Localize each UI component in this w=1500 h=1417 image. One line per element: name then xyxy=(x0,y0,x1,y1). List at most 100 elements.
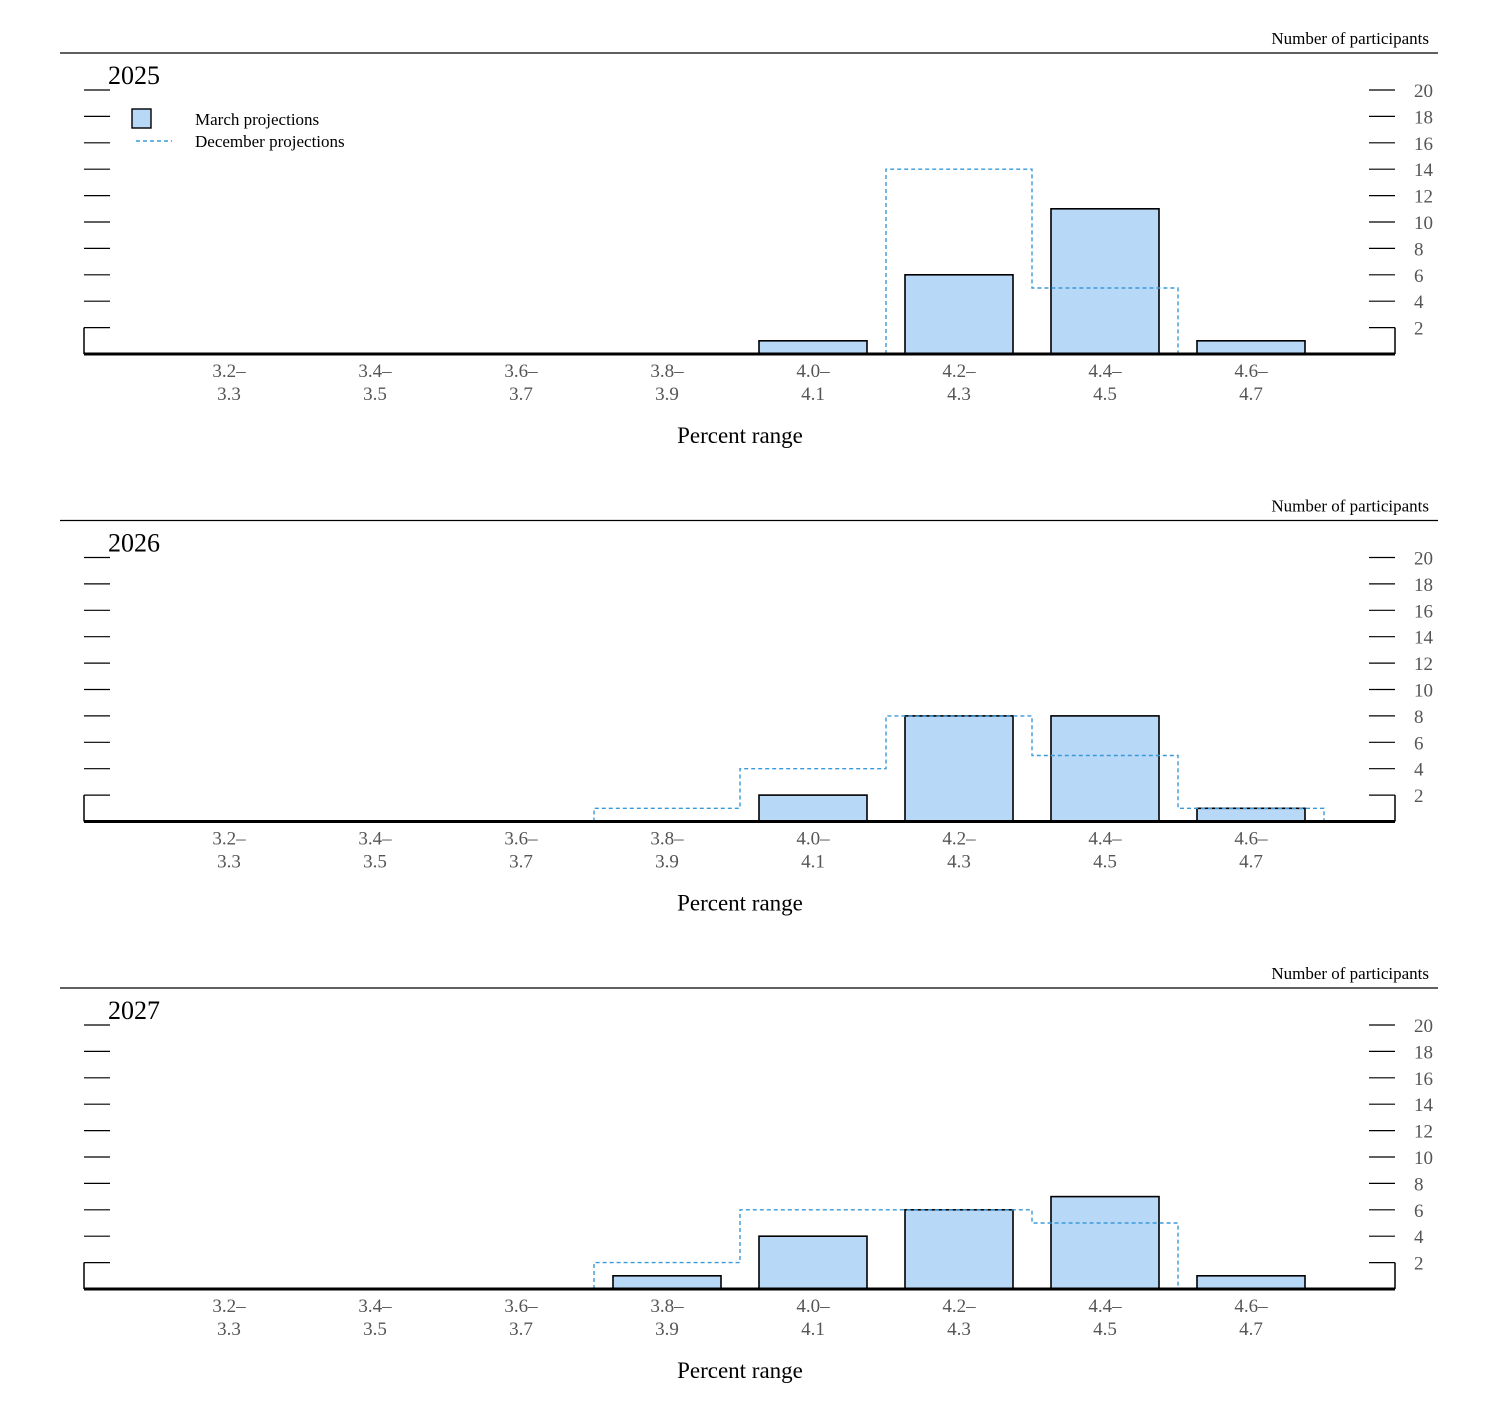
chart-panel-2025: Number of participants 2025 2 4 6 8 10 12 14 16 18… xyxy=(60,29,1438,448)
x-tick-label-top: 3.2– xyxy=(212,1296,246,1317)
y-tick-label: 8 xyxy=(1414,707,1424,728)
x-tick-label-bottom: 3.5 xyxy=(363,1319,387,1340)
x-tick-label-top: 3.6– xyxy=(504,1296,538,1317)
x-tick-label-top: 3.4– xyxy=(358,1296,392,1317)
legend-march-label: March projections xyxy=(195,110,319,129)
x-tick-label-bottom: 4.3 xyxy=(947,852,971,873)
march-bar-6 xyxy=(1050,715,1160,823)
panel-title: 2025 xyxy=(108,61,160,90)
y-tick-label: 2 xyxy=(1414,319,1424,340)
march-bar-6 xyxy=(1050,1195,1160,1290)
x-tick-label-bottom: 4.1 xyxy=(801,1319,825,1340)
x-tick-label-top: 4.6– xyxy=(1234,361,1268,382)
y-tick-label: 14 xyxy=(1414,160,1434,181)
y-axis-title: Number of participants xyxy=(1271,497,1429,516)
x-tick-label-bottom: 3.7 xyxy=(509,852,533,873)
x-tick-label-bottom: 3.3 xyxy=(217,852,241,873)
y-tick-label: 10 xyxy=(1414,1148,1433,1169)
x-tick-label-bottom: 4.3 xyxy=(947,1319,971,1340)
y-tick-label: 10 xyxy=(1414,213,1433,234)
march-bar-5 xyxy=(904,715,1014,823)
march-bar-4 xyxy=(758,339,868,355)
y-axis-title: Number of participants xyxy=(1271,964,1429,983)
x-tick-label-bottom: 3.3 xyxy=(217,1319,241,1340)
y-tick-label: 12 xyxy=(1414,187,1433,208)
y-tick-label: 6 xyxy=(1414,266,1424,287)
x-tick-label-top: 4.0– xyxy=(796,1296,830,1317)
y-tick-label: 4 xyxy=(1414,1227,1424,1248)
x-tick-label-top: 3.4– xyxy=(358,361,392,382)
y-tick-label: 12 xyxy=(1414,654,1433,675)
x-tick-label-bottom: 4.7 xyxy=(1239,384,1263,405)
x-tick-label-top: 4.4– xyxy=(1088,829,1122,850)
y-tick-label: 2 xyxy=(1414,1254,1424,1275)
x-axis-title: Percent range xyxy=(677,1358,803,1383)
y-tick-label: 8 xyxy=(1414,1174,1424,1195)
x-tick-label-top: 4.6– xyxy=(1234,829,1268,850)
x-tick-label-bottom: 3.9 xyxy=(655,1319,679,1340)
chart-panel-2027: Number of participants 2027 2 4 6 8 10 12 14 16 18… xyxy=(60,964,1438,1383)
x-tick-label-top: 3.6– xyxy=(504,829,538,850)
x-tick-label-bottom: 3.5 xyxy=(363,852,387,873)
x-tick-label-bottom: 3.9 xyxy=(655,852,679,873)
x-tick-label-top: 4.2– xyxy=(942,829,976,850)
x-tick-label-bottom: 4.5 xyxy=(1093,1319,1117,1340)
x-tick-label-bottom: 4.5 xyxy=(1093,852,1117,873)
y-tick-label: 6 xyxy=(1414,733,1424,754)
y-tick-label: 18 xyxy=(1414,1042,1433,1063)
y-tick-label: 4 xyxy=(1414,760,1424,781)
x-tick-label-bottom: 4.1 xyxy=(801,384,825,405)
x-tick-label-top: 3.2– xyxy=(212,829,246,850)
y-tick-label: 4 xyxy=(1414,292,1424,313)
y-tick-label: 16 xyxy=(1414,601,1433,622)
december-outline xyxy=(885,168,1179,354)
y-tick-label: 2 xyxy=(1414,786,1424,807)
y-tick-label: 14 xyxy=(1414,628,1434,649)
y-tick-label: 8 xyxy=(1414,239,1424,260)
y-axis-title: Number of participants xyxy=(1271,29,1429,48)
x-tick-label-top: 3.2– xyxy=(212,361,246,382)
x-tick-label-top: 4.2– xyxy=(942,1296,976,1317)
x-tick-label-top: 3.8– xyxy=(650,829,684,850)
december-outline xyxy=(593,715,1325,822)
march-bar-3 xyxy=(612,1275,722,1290)
y-tick-label: 20 xyxy=(1414,1016,1433,1037)
y-tick-label: 16 xyxy=(1414,134,1433,155)
x-tick-label-top: 4.4– xyxy=(1088,1296,1122,1317)
x-axis-title: Percent range xyxy=(677,423,803,448)
march-bar-4 xyxy=(758,1235,868,1290)
x-tick-label-bottom: 4.7 xyxy=(1239,852,1263,873)
x-tick-label-top: 3.4– xyxy=(358,829,392,850)
x-tick-label-bottom: 3.3 xyxy=(217,384,241,405)
x-tick-label-top: 4.6– xyxy=(1234,1296,1268,1317)
march-bar-5 xyxy=(904,273,1014,355)
panel-title: 2026 xyxy=(108,529,160,558)
y-tick-label: 18 xyxy=(1414,107,1433,128)
x-tick-label-top: 3.8– xyxy=(650,1296,684,1317)
x-tick-label-bottom: 3.7 xyxy=(509,384,533,405)
x-tick-label-top: 4.0– xyxy=(796,829,830,850)
y-tick-label: 10 xyxy=(1414,681,1433,702)
x-tick-label-top: 3.8– xyxy=(650,361,684,382)
x-tick-label-bottom: 4.3 xyxy=(947,384,971,405)
y-tick-label: 20 xyxy=(1414,549,1433,570)
x-tick-label-top: 3.6– xyxy=(504,361,538,382)
x-axis-title: Percent range xyxy=(677,891,803,916)
y-tick-label: 6 xyxy=(1414,1201,1424,1222)
x-tick-label-bottom: 3.9 xyxy=(655,384,679,405)
y-tick-label: 14 xyxy=(1414,1095,1434,1116)
december-outline xyxy=(593,1209,1179,1289)
march-bar-5 xyxy=(904,1209,1014,1290)
legend: March projections December projections xyxy=(131,108,345,151)
x-tick-label-bottom: 4.7 xyxy=(1239,1319,1263,1340)
legend-december-label: December projections xyxy=(195,132,345,151)
x-tick-label-bottom: 3.7 xyxy=(509,1319,533,1340)
y-tick-label: 12 xyxy=(1414,1122,1433,1143)
chart-panel-2026: Number of participants 2026 2 4 6 8 10 12 14 16 18… xyxy=(60,497,1438,916)
march-bar-4 xyxy=(758,794,868,823)
march-bar-7 xyxy=(1196,1275,1306,1290)
x-tick-label-top: 4.4– xyxy=(1088,361,1122,382)
x-tick-label-bottom: 4.5 xyxy=(1093,384,1117,405)
march-bar-7 xyxy=(1196,339,1306,355)
